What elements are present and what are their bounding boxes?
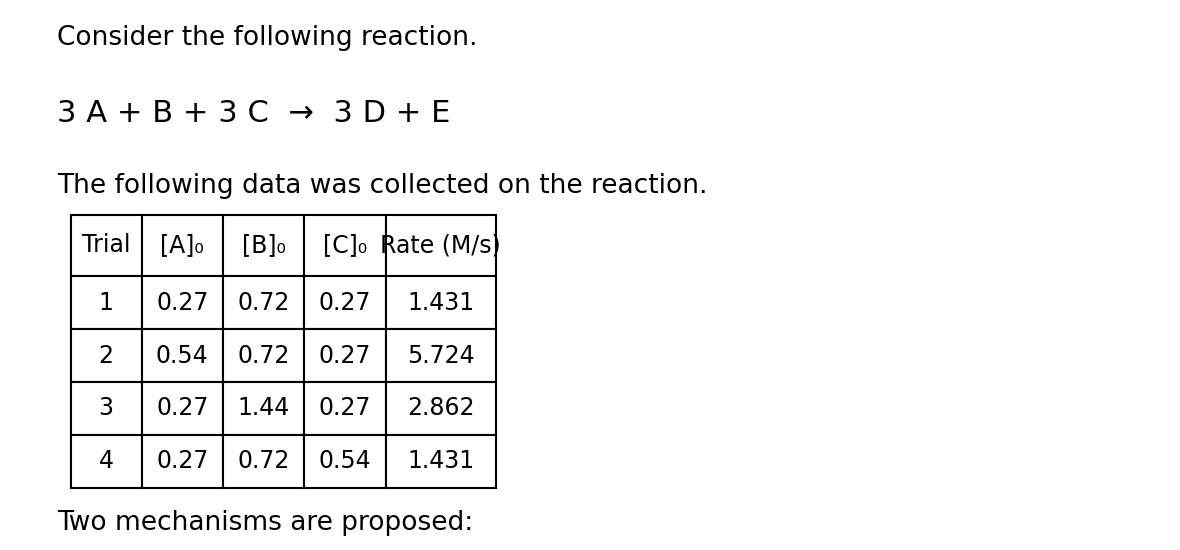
Text: Consider the following reaction.: Consider the following reaction. — [57, 25, 477, 51]
Text: The following data was collected on the reaction.: The following data was collected on the … — [57, 173, 707, 199]
Text: 3 A + B + 3 C  →  3 D + E: 3 A + B + 3 C → 3 D + E — [57, 99, 450, 128]
Text: Two mechanisms are proposed:: Two mechanisms are proposed: — [57, 510, 473, 536]
